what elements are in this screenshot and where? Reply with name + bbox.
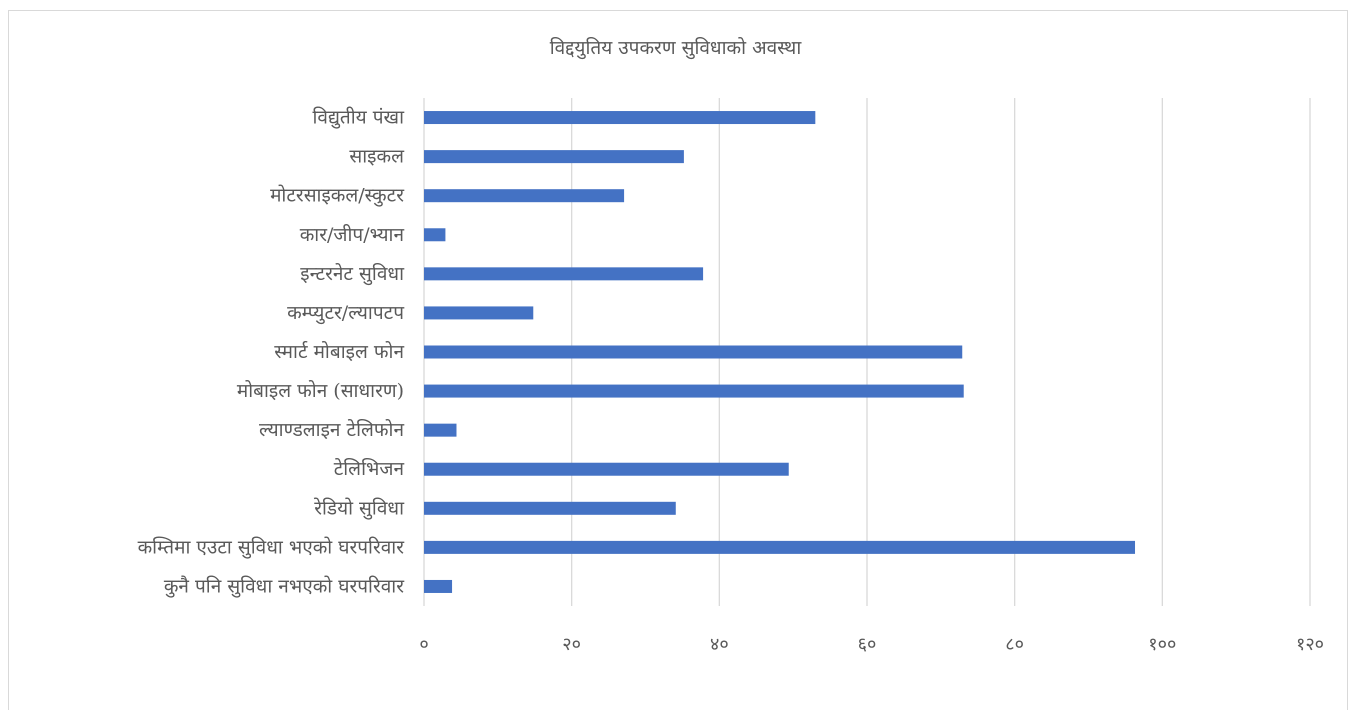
category-label: मोबाइल फोन (साधारण) [237, 379, 404, 402]
category-label: रेडियो सुविधा [314, 496, 405, 520]
category-label: इन्टरनेट सुविधा [300, 262, 405, 286]
bar [424, 345, 963, 359]
category-label: कार/जीप/भ्यान [300, 223, 405, 246]
x-tick-label: १२० [1296, 634, 1324, 655]
bar [424, 579, 453, 593]
bar [424, 150, 684, 164]
category-label: साइकल [349, 146, 405, 168]
x-tick-label: ४० [710, 634, 729, 655]
category-label: कुनै पनि सुविधा नभएको घरपरिवार [164, 574, 405, 598]
bar [424, 189, 625, 203]
bar [424, 111, 816, 125]
bar [424, 267, 704, 281]
bar [424, 306, 534, 320]
category-label: कम्प्युटर/ल्यापटप [287, 302, 405, 325]
bar [424, 423, 457, 437]
bar [424, 228, 446, 242]
category-label: मोटरसाइकल/स्कुटर [270, 184, 405, 208]
x-tick-label: ० [419, 634, 428, 655]
category-label: स्मार्ट मोबाइल फोन [274, 340, 404, 363]
bar [424, 384, 964, 398]
bar [424, 501, 676, 515]
x-tick-label: ८० [1005, 634, 1024, 655]
category-label: ल्याण्डलाइन टेलिफोन [259, 418, 404, 441]
category-label: कम्तिमा एउटा सुविधा भएको घरपरिवार [138, 535, 406, 559]
bar [424, 540, 1136, 554]
chart-frame [8, 10, 1348, 710]
chart-title: विद्दयुतिय उपकरण सुविधाको अवस्था [549, 37, 802, 59]
x-tick-label: ६० [858, 634, 877, 655]
x-tick-label: २० [562, 634, 581, 655]
bar [424, 462, 789, 476]
category-label: टेलिभिजन [334, 457, 405, 480]
x-tick-label: १०० [1148, 634, 1176, 655]
category-label: विद्युतीय पंखा [312, 106, 405, 130]
